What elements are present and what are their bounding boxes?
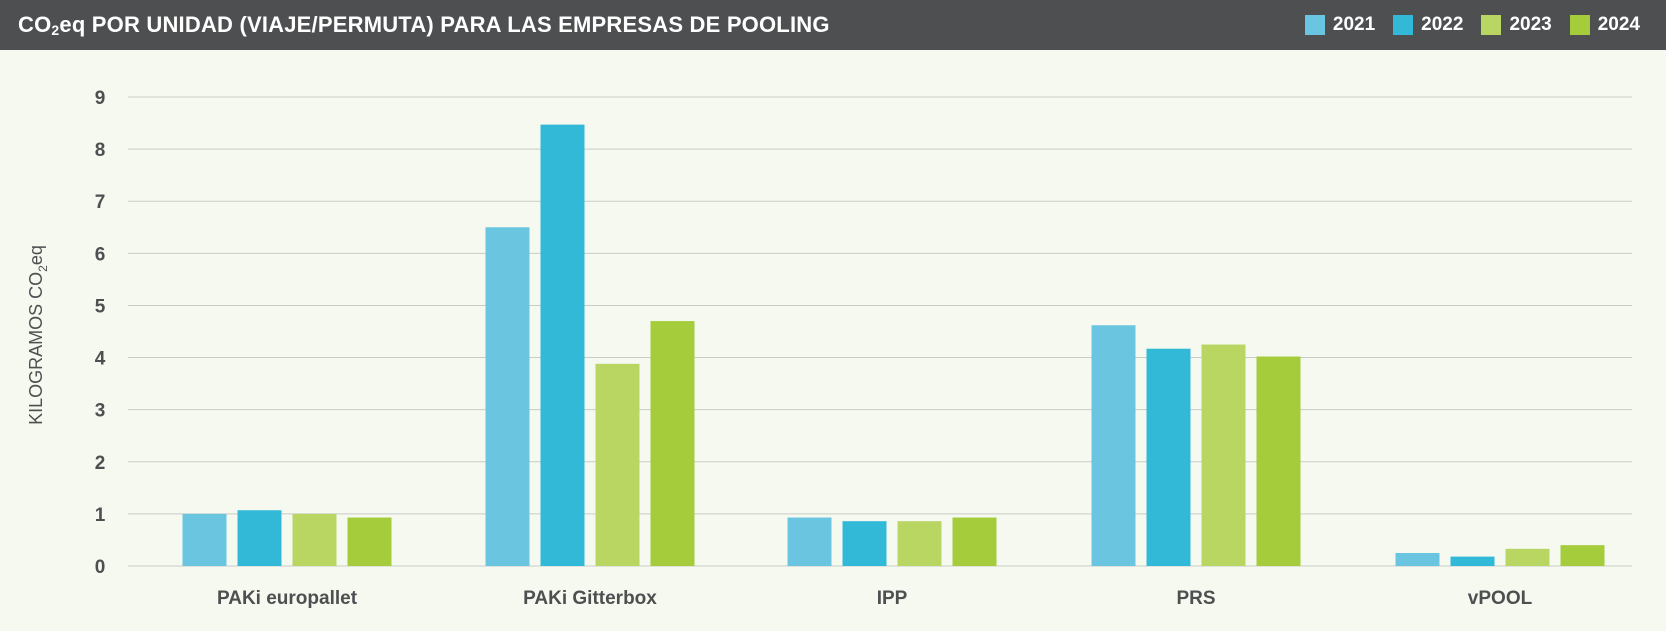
- bar-2021-paki-gitterbox: [485, 227, 530, 566]
- title-subscript: 2: [51, 22, 60, 38]
- bar-2024-ipp: [952, 517, 997, 566]
- chart-title: CO2eq POR UNIDAD (VIAJE/PERMUTA) PARA LA…: [18, 0, 830, 50]
- legend-item-2021: 2021: [1304, 14, 1376, 36]
- legend-item-2022: 2022: [1393, 14, 1463, 36]
- x-category-label: PAKi Gitterbox: [523, 588, 657, 609]
- bar-2023-paki-europallet: [292, 513, 337, 566]
- legend-item-2024: 2024: [1569, 14, 1640, 36]
- chart-header: CO2eq POR UNIDAD (VIAJE/PERMUTA) PARA LA…: [0, 0, 1666, 50]
- title-post: eq POR UNIDAD (VIAJE/PERMUTA) PARA LAS E…: [59, 12, 830, 37]
- bar-2021-ipp: [787, 517, 832, 566]
- bar-2023-prs: [1201, 344, 1246, 566]
- bar-2022-ipp: [842, 521, 887, 566]
- bar-2023-paki-gitterbox: [595, 363, 640, 566]
- legend-item-2023: 2023: [1481, 14, 1552, 36]
- legend-swatch-2021: [1304, 15, 1325, 35]
- bar-2021-vpool: [1395, 552, 1440, 566]
- bar-2023-vpool: [1505, 548, 1550, 566]
- bar-2024-paki-gitterbox: [650, 321, 695, 566]
- legend-label-2024: 2024: [1597, 14, 1640, 35]
- legend: 2021 2022 2023 2024: [1304, 0, 1640, 50]
- legend-swatch-2024: [1569, 15, 1590, 35]
- bar-2022-prs: [1146, 348, 1191, 566]
- legend-swatch-2023: [1481, 15, 1502, 35]
- legend-label-2021: 2021: [1332, 14, 1376, 35]
- title-pre: CO: [18, 12, 52, 37]
- x-category-label: PAKi europallet: [217, 588, 358, 609]
- bar-2024-prs: [1256, 356, 1301, 566]
- legend-swatch-2022: [1393, 15, 1414, 35]
- y-tick-label: 9: [95, 88, 106, 109]
- y-tick-label: 7: [95, 192, 106, 213]
- legend-label-2022: 2022: [1421, 14, 1464, 35]
- x-category-label: PRS: [1176, 588, 1215, 609]
- bar-2022-vpool: [1450, 556, 1495, 566]
- y-tick-label: 6: [95, 244, 106, 265]
- bar-2022-paki-europallet: [237, 510, 282, 566]
- bar-2021-prs: [1091, 325, 1136, 566]
- y-tick-label: 0: [95, 557, 106, 578]
- y-tick-label: 8: [95, 140, 106, 161]
- bar-2023-ipp: [897, 521, 942, 566]
- bar-2022-paki-gitterbox: [540, 124, 585, 566]
- bar-2024-vpool: [1560, 545, 1605, 566]
- bar-2024-paki-europallet: [347, 517, 392, 566]
- legend-label-2023: 2023: [1509, 14, 1552, 35]
- y-tick-label: 4: [95, 349, 106, 370]
- bar-2021-paki-europallet: [182, 513, 227, 566]
- x-category-label: vPOOL: [1468, 588, 1533, 609]
- y-tick-label: 1: [95, 505, 106, 526]
- y-tick-label: 5: [95, 296, 106, 317]
- x-category-label: IPP: [877, 588, 908, 609]
- y-tick-label: 2: [95, 453, 106, 474]
- y-tick-label: 3: [95, 401, 106, 422]
